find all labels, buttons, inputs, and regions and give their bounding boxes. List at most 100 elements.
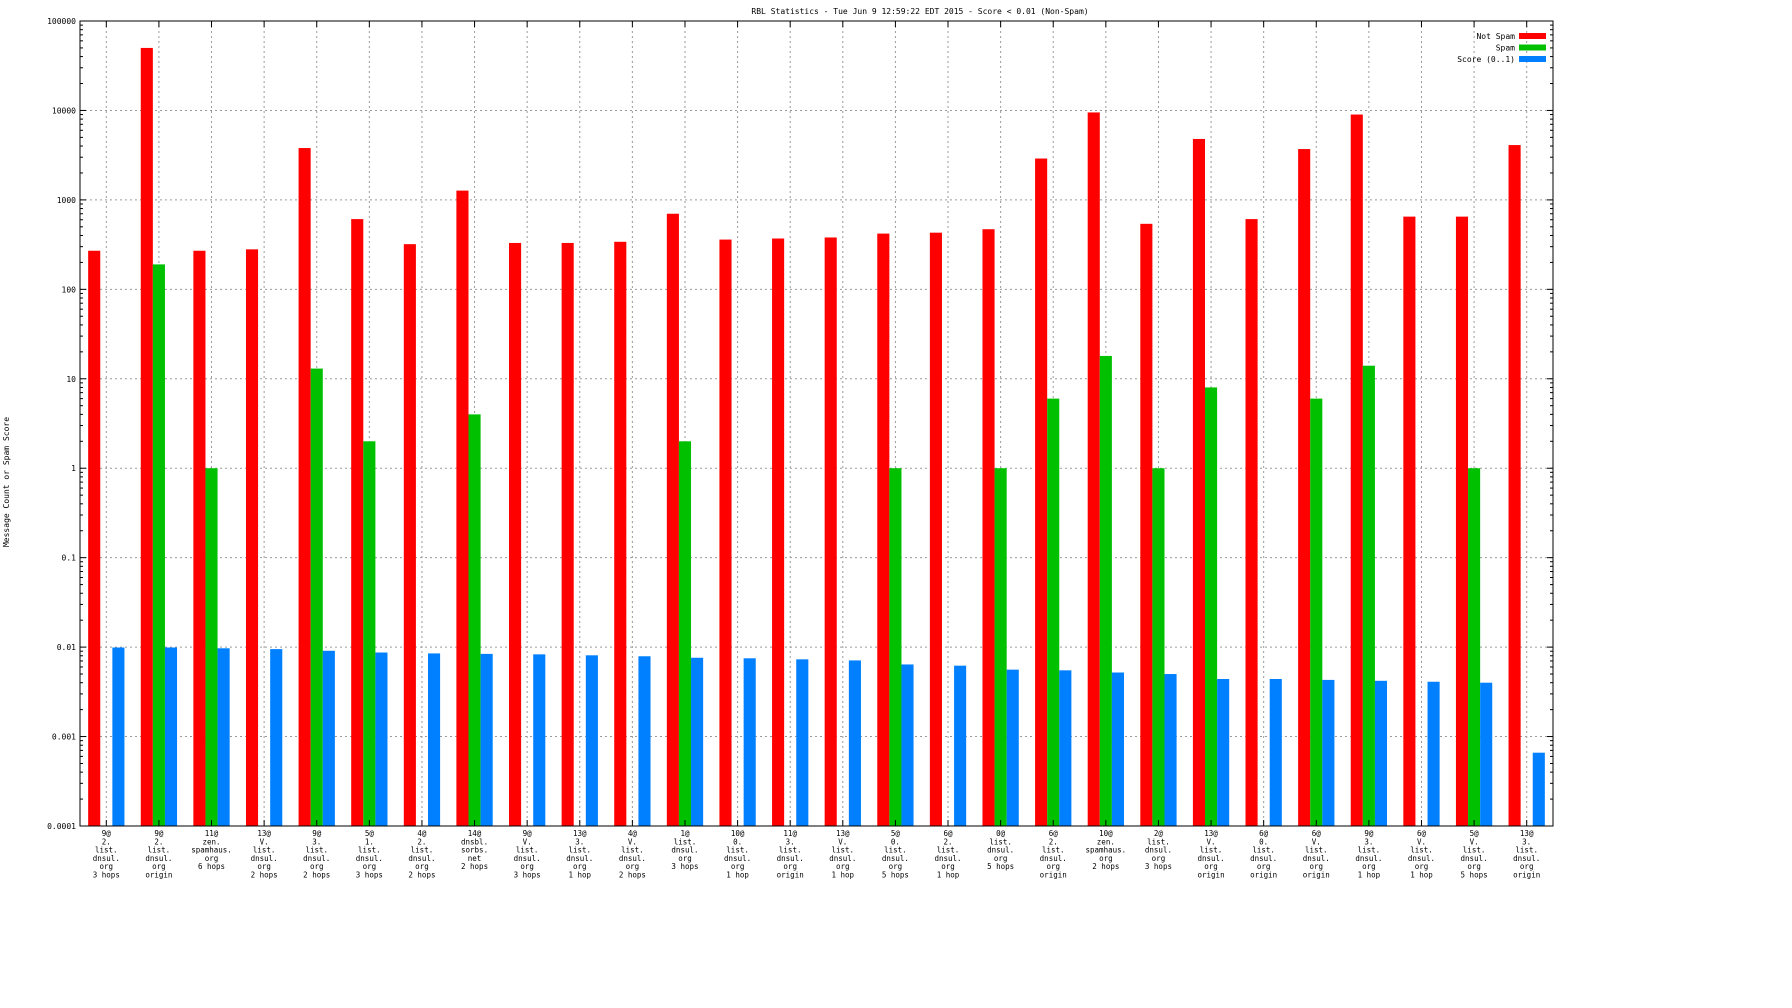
bar-not-spam	[772, 238, 785, 826]
y-tick-label: 1000	[57, 196, 76, 205]
bar-score-0-1	[217, 648, 230, 826]
bar-score-0-1	[1322, 679, 1335, 826]
x-tick-label: 13@ V. list. dnsul. org 1 hop	[829, 829, 856, 880]
bar-spam	[363, 441, 376, 826]
bar-spam	[1047, 398, 1060, 826]
legend-label: Not Spam	[1476, 32, 1515, 41]
bar-score-0-1	[1532, 752, 1545, 826]
bar-not-spam	[1192, 138, 1206, 827]
x-tick-label: 13@ V. list. dnsul. org origin	[1198, 829, 1225, 880]
bar-score-0-1	[322, 650, 335, 826]
bar-score-0-1	[375, 652, 388, 826]
bar-not-spam	[1298, 149, 1311, 826]
x-tick-label: 9@ V. list. dnsul. org 3 hops	[514, 829, 541, 880]
bar-spam	[205, 468, 218, 826]
bar-not-spam	[666, 213, 679, 826]
axes: 0.0001 0.001 0.01 0.1 1 10 100 1000 10000 100000 9…	[47, 17, 1553, 880]
bar-score-0-1	[1164, 674, 1177, 826]
bar-score-0-1	[112, 647, 125, 826]
x-tick-label: 4@ 2. list. dnsul. org 2 hops	[408, 829, 435, 880]
bar-not-spam	[877, 233, 890, 826]
legend-label: Spam	[1496, 44, 1515, 53]
bar-not-spam	[1087, 112, 1100, 826]
bars	[88, 47, 1545, 827]
y-tick-label: 10	[66, 375, 76, 384]
bar-score-0-1	[533, 654, 546, 826]
chart-title: RBL Statistics - Tue Jun 9 12:59:22 EDT …	[751, 7, 1088, 16]
y-tick-label: 1	[71, 464, 76, 473]
bar-not-spam	[245, 249, 259, 826]
bar-score-0-1	[796, 659, 809, 826]
bar-spam	[152, 264, 165, 826]
x-tick-label: 9@ 2. list. dnsul. org origin	[145, 829, 172, 880]
bar-score-0-1	[638, 656, 651, 826]
bar-score-0-1	[954, 665, 967, 826]
bar-score-0-1	[691, 657, 704, 826]
x-tick-label: 4@ V. list. dnsul. org 2 hops	[619, 829, 646, 880]
x-tick-label: 5@ 0. list. dnsul. org 5 hops	[882, 829, 909, 880]
legend-label: Score (0..1)	[1457, 55, 1515, 64]
bar-score-0-1	[270, 649, 283, 826]
bar-score-0-1	[480, 653, 493, 826]
x-tick-label: 11@ zen. spamhaus. org 6 hops	[191, 829, 232, 871]
bar-score-0-1	[848, 660, 861, 826]
bar-not-spam	[298, 148, 311, 827]
legend-swatch	[1519, 33, 1546, 39]
bar-score-0-1	[427, 653, 441, 826]
legend-swatch	[1519, 56, 1546, 62]
bar-spam	[1205, 387, 1218, 826]
bar-spam	[1468, 468, 1481, 826]
bar-not-spam	[456, 190, 469, 826]
x-tick-label: 10@ zen. spamhaus. org 2 hops	[1086, 829, 1127, 871]
x-tick-label: 5@ V. list. dnsul. org 5 hops	[1461, 829, 1488, 880]
y-tick-label: 100000	[47, 17, 76, 26]
x-tick-label: 6@ V. list. dnsul. org 1 hop	[1408, 829, 1435, 880]
bar-score-0-1	[1427, 681, 1440, 826]
x-tick-label: 13@ 3. list. dnsul. org 1 hop	[566, 829, 593, 880]
bar-not-spam	[561, 242, 574, 826]
x-tick-label: 6@ 2. list. dnsul. org origin	[1040, 829, 1067, 880]
bar-score-0-1	[901, 664, 914, 826]
bar-spam	[994, 468, 1007, 826]
bar-spam	[678, 441, 692, 826]
bar-not-spam	[88, 250, 101, 826]
bar-score-0-1	[1006, 669, 1019, 826]
bar-score-0-1	[1480, 682, 1493, 826]
bar-spam	[1362, 365, 1375, 826]
bar-not-spam	[1140, 223, 1153, 827]
y-axis-label: Message Count or Spam Score	[2, 417, 11, 547]
x-tick-label: 10@ 0. list. dnsul. org 1 hop	[724, 829, 751, 880]
x-tick-label: 11@ 3. list. dnsul. org origin	[777, 829, 804, 880]
y-tick-label: 0.01	[57, 643, 76, 652]
legend: Not Spam Spam Score (0..1)	[1457, 32, 1546, 64]
bar-not-spam	[509, 242, 522, 826]
bar-not-spam	[1508, 145, 1521, 826]
bar-not-spam	[1245, 219, 1258, 826]
y-tick-label: 0.0001	[47, 822, 76, 831]
x-tick-label: 5@ 1. list. dnsul. org 3 hops	[356, 829, 383, 880]
legend-swatch	[1519, 44, 1546, 51]
x-tick-label: 13@ V. list. dnsul. org 2 hops	[251, 829, 278, 880]
x-tick-label: 6@ V. list. dnsul. org origin	[1303, 829, 1330, 880]
bar-not-spam	[824, 237, 837, 826]
x-tick-label: 13@ 3. list. dnsul. org origin	[1513, 829, 1540, 880]
bar-not-spam	[140, 47, 153, 826]
bar-score-0-1	[585, 655, 598, 826]
bar-spam	[889, 468, 902, 826]
bar-not-spam	[982, 229, 995, 827]
y-tick-label: 0.1	[62, 554, 77, 563]
bar-not-spam	[1403, 216, 1416, 827]
x-tick-label: 1@ list. dnsul. org 3 hops	[671, 829, 698, 871]
bar-score-0-1	[1217, 679, 1230, 826]
bar-score-0-1	[1374, 680, 1388, 826]
bar-spam	[1152, 468, 1165, 826]
bar-not-spam	[1350, 114, 1363, 826]
y-tick-label: 10000	[52, 106, 76, 115]
bar-not-spam	[1035, 158, 1048, 826]
x-tick-label: 6@ 2. list. dnsul. org 1 hop	[934, 829, 961, 880]
x-tick-label: 0@ list. dnsul. org 5 hops	[987, 829, 1014, 871]
bar-score-0-1	[743, 658, 756, 826]
bar-score-0-1	[1059, 670, 1072, 826]
bar-spam	[468, 414, 481, 826]
